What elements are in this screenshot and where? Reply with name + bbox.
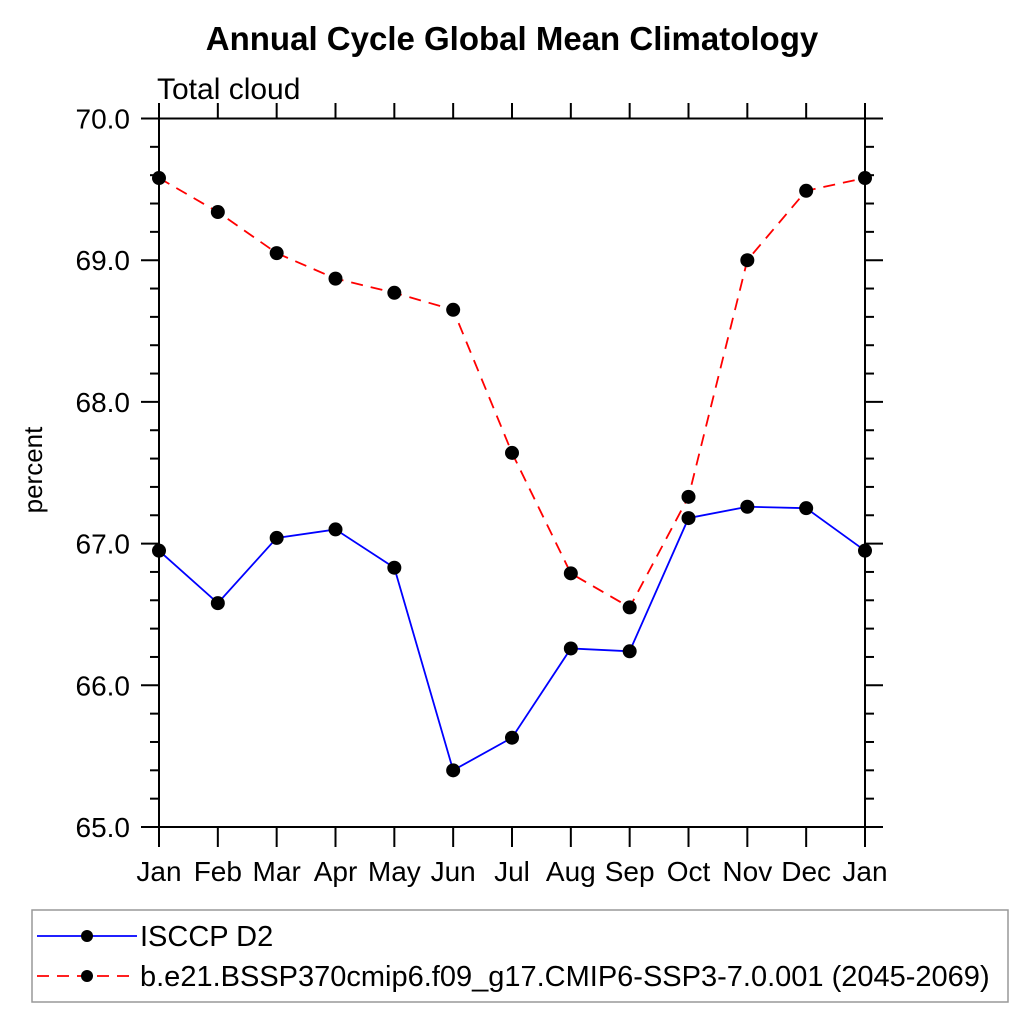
data-point-marker-series-1	[563, 566, 578, 581]
x-tick-label: Feb	[194, 856, 242, 887]
x-tick-label: Jul	[494, 856, 530, 887]
data-point-marker-series-1	[799, 183, 814, 198]
chart-title: Annual Cycle Global Mean Climatology	[206, 20, 819, 57]
y-tick-label: 70.0	[76, 104, 131, 135]
x-tick-label: Dec	[781, 856, 831, 887]
data-point-marker-series-0	[210, 596, 225, 611]
y-tick-label: 67.0	[76, 529, 131, 560]
legend-marker-0	[81, 930, 93, 942]
data-point-marker-series-0	[446, 763, 461, 778]
y-axis-label: percent	[18, 426, 48, 513]
data-point-marker-series-1	[622, 600, 637, 615]
x-tick-label: Jan	[842, 856, 887, 887]
data-point-marker-series-0	[505, 730, 519, 745]
legend-label-0: ISCCP D2	[140, 921, 273, 953]
y-tick-label: 66.0	[76, 670, 131, 701]
y-tick-label: 69.0	[76, 245, 131, 276]
data-point-marker-series-1	[152, 171, 166, 186]
data-point-marker-series-0	[269, 530, 284, 545]
data-point-marker-series-0	[681, 511, 696, 526]
data-point-marker-series-0	[563, 641, 578, 656]
x-tick-label: Apr	[314, 856, 358, 887]
data-point-marker-series-0	[858, 543, 872, 558]
data-point-marker-series-1	[740, 253, 755, 268]
data-point-marker-series-1	[681, 489, 696, 504]
data-point-marker-series-1	[858, 171, 872, 186]
data-point-marker-series-1	[269, 246, 284, 261]
x-tick-label: Oct	[667, 856, 711, 887]
y-tick-label: 68.0	[76, 387, 131, 418]
legend-box	[31, 909, 1009, 1003]
data-point-marker-series-1	[210, 205, 225, 220]
data-point-marker-series-0	[799, 501, 814, 516]
data-point-marker-series-1	[505, 445, 519, 460]
x-tick-label: Jan	[136, 856, 181, 887]
x-tick-label: Aug	[546, 856, 596, 887]
data-point-marker-series-0	[328, 522, 343, 537]
legend-marker-1	[81, 970, 93, 982]
series-line-1	[158, 177, 866, 609]
data-point-marker-series-0	[152, 543, 166, 558]
chart-subtitle: Total cloud	[157, 73, 300, 106]
data-point-marker-series-1	[328, 271, 343, 286]
y-tick-label: 65.0	[76, 812, 131, 843]
data-point-marker-series-0	[622, 644, 637, 659]
plot-frame	[158, 117, 866, 828]
x-tick-label: Nov	[722, 856, 772, 887]
x-tick-label: Mar	[253, 856, 301, 887]
x-tick-label: Sep	[605, 856, 655, 887]
data-point-marker-series-0	[740, 499, 755, 514]
data-point-marker-series-0	[387, 560, 402, 575]
legend-label-1: b.e21.BSSP370cmip6.f09_g17.CMIP6-SSP3-7.…	[140, 961, 990, 993]
x-tick-label: Jun	[431, 856, 476, 887]
x-tick-label: May	[368, 856, 421, 887]
data-point-marker-series-1	[446, 302, 461, 317]
data-point-marker-series-1	[387, 285, 402, 300]
